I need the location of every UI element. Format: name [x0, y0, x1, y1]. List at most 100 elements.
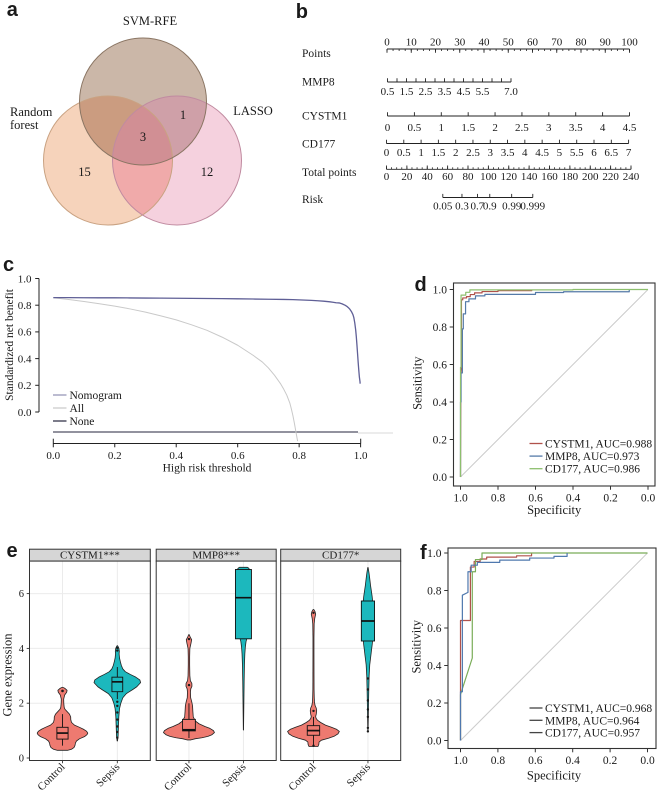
- svg-text:CYSTM1: CYSTM1: [302, 111, 348, 123]
- svg-text:Control: Control: [286, 761, 318, 793]
- svg-text:None: None: [70, 416, 95, 428]
- svg-text:120: 120: [501, 171, 518, 183]
- svg-text:CYSTM1, AUC=0.988: CYSTM1, AUC=0.988: [545, 439, 652, 451]
- svg-text:MMP8, AUC=0.964: MMP8, AUC=0.964: [545, 715, 640, 727]
- svg-text:5: 5: [557, 147, 563, 159]
- svg-text:1.5: 1.5: [432, 147, 446, 159]
- svg-text:CD177: CD177: [302, 139, 335, 151]
- svg-text:40: 40: [422, 171, 434, 183]
- svg-text:0.3: 0.3: [455, 201, 469, 213]
- svg-text:0.0: 0.0: [641, 493, 656, 505]
- svg-text:LASSO: LASSO: [233, 104, 273, 118]
- svg-text:4.5: 4.5: [535, 147, 549, 159]
- svg-text:220: 220: [602, 171, 619, 183]
- svg-text:0.6: 0.6: [427, 623, 442, 635]
- svg-text:0: 0: [384, 171, 390, 183]
- svg-text:CYSTM1***: CYSTM1***: [60, 550, 120, 562]
- svg-text:0.0: 0.0: [433, 472, 448, 484]
- svg-text:1.0: 1.0: [453, 493, 468, 505]
- svg-text:MMP8***: MMP8***: [192, 550, 240, 562]
- svg-text:forest: forest: [10, 118, 39, 132]
- svg-text:Sepsis: Sepsis: [220, 761, 248, 789]
- svg-text:Random: Random: [10, 105, 53, 119]
- svg-text:0.6: 0.6: [528, 493, 543, 505]
- svg-text:CYSTM1, AUC=0.968: CYSTM1, AUC=0.968: [545, 703, 652, 715]
- svg-text:20: 20: [401, 171, 413, 183]
- svg-text:f: f: [420, 542, 427, 564]
- svg-text:0.5: 0.5: [397, 147, 411, 159]
- svg-text:80: 80: [576, 37, 588, 49]
- svg-text:Sepsis: Sepsis: [345, 761, 373, 789]
- svg-text:30: 30: [454, 37, 466, 49]
- svg-text:4.5: 4.5: [623, 122, 637, 134]
- svg-text:0.05: 0.05: [433, 201, 453, 213]
- svg-text:d: d: [415, 274, 427, 296]
- svg-text:0: 0: [385, 122, 391, 134]
- svg-text:4.5: 4.5: [457, 86, 471, 98]
- svg-text:Sensitivity: Sensitivity: [411, 356, 425, 410]
- svg-text:40: 40: [479, 37, 491, 49]
- svg-text:c: c: [3, 254, 14, 276]
- svg-text:1: 1: [180, 108, 186, 122]
- svg-text:3.5: 3.5: [438, 86, 452, 98]
- svg-text:Nomogram: Nomogram: [70, 390, 122, 402]
- svg-text:0.4: 0.4: [169, 450, 183, 462]
- svg-text:CD177, AUC=0.957: CD177, AUC=0.957: [545, 728, 640, 740]
- svg-text:3: 3: [140, 130, 146, 144]
- svg-text:4: 4: [522, 147, 528, 159]
- svg-text:0.999: 0.999: [520, 201, 545, 213]
- svg-text:0.8: 0.8: [292, 450, 306, 462]
- svg-text:0.4: 0.4: [566, 755, 581, 767]
- svg-text:CD177, AUC=0.986: CD177, AUC=0.986: [545, 464, 640, 476]
- svg-text:Control: Control: [35, 761, 67, 793]
- svg-text:0.4: 0.4: [427, 660, 442, 672]
- svg-text:7.0: 7.0: [504, 86, 518, 98]
- svg-text:MMP8, AUC=0.973: MMP8, AUC=0.973: [545, 451, 640, 463]
- svg-text:0.0: 0.0: [46, 450, 60, 462]
- svg-text:80: 80: [463, 171, 475, 183]
- svg-text:0.5: 0.5: [381, 86, 395, 98]
- svg-text:100: 100: [480, 171, 497, 183]
- svg-text:0.4: 0.4: [566, 493, 581, 505]
- svg-text:Control: Control: [162, 761, 194, 793]
- svg-text:0.8: 0.8: [427, 585, 442, 597]
- svg-text:3: 3: [546, 122, 552, 134]
- svg-text:0: 0: [19, 754, 24, 765]
- svg-text:Gene expression: Gene expression: [1, 633, 15, 717]
- svg-text:Risk: Risk: [302, 194, 323, 206]
- svg-text:90: 90: [600, 37, 612, 49]
- svg-text:1: 1: [439, 122, 445, 134]
- svg-text:0.8: 0.8: [433, 322, 448, 334]
- svg-text:0.6: 0.6: [433, 359, 448, 371]
- svg-text:3: 3: [488, 147, 494, 159]
- svg-text:160: 160: [541, 171, 558, 183]
- svg-text:a: a: [7, 0, 19, 21]
- svg-text:b: b: [296, 1, 308, 23]
- svg-text:Points: Points: [302, 48, 331, 60]
- svg-text:50: 50: [503, 37, 515, 49]
- svg-text:70: 70: [551, 37, 563, 49]
- svg-text:0.8: 0.8: [18, 300, 32, 312]
- svg-text:0.0: 0.0: [640, 755, 655, 767]
- svg-text:0.2: 0.2: [108, 450, 122, 462]
- svg-text:60: 60: [442, 171, 454, 183]
- svg-text:0.2: 0.2: [603, 755, 618, 767]
- svg-text:MMP8: MMP8: [302, 77, 335, 89]
- svg-text:4: 4: [600, 122, 606, 134]
- svg-text:2: 2: [453, 147, 459, 159]
- svg-text:1.0: 1.0: [433, 284, 448, 296]
- svg-text:1: 1: [418, 147, 424, 159]
- svg-text:1.0: 1.0: [427, 548, 442, 560]
- svg-text:12: 12: [201, 165, 214, 179]
- svg-text:1.0: 1.0: [453, 755, 468, 767]
- svg-text:0: 0: [384, 147, 390, 159]
- svg-text:3.5: 3.5: [501, 147, 515, 159]
- svg-text:0.4: 0.4: [433, 397, 448, 409]
- svg-text:SVM-RFE: SVM-RFE: [123, 14, 178, 28]
- svg-text:10: 10: [406, 37, 418, 49]
- svg-text:0.6: 0.6: [231, 450, 245, 462]
- svg-text:All: All: [70, 403, 85, 415]
- svg-text:180: 180: [562, 171, 579, 183]
- svg-text:0.4: 0.4: [18, 353, 32, 365]
- svg-text:e: e: [7, 540, 18, 562]
